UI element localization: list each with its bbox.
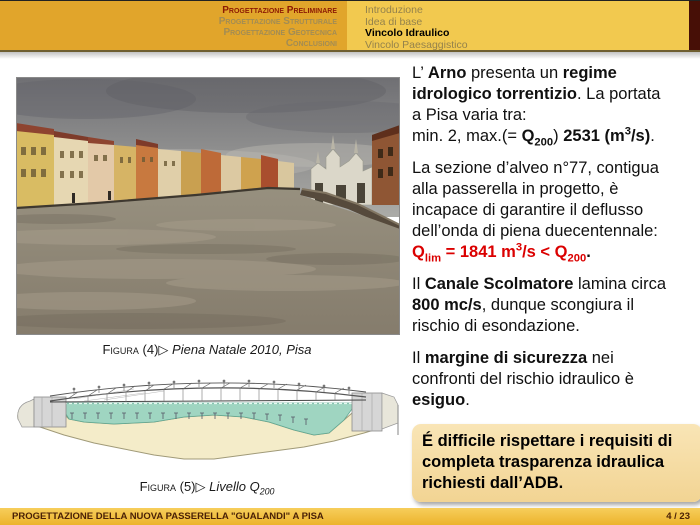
header-nav: Progettazione Preliminare Progettazione … (0, 1, 700, 50)
header-corner-block (689, 1, 700, 50)
footer-title: PROGETTAZIONE DELLA NUOVA PASSERELLA "GU… (12, 511, 324, 522)
alert-text: É difficile rispettare i requisiti di com… (422, 432, 673, 492)
margine-text: Il margine di sicurezza nei confronti del… (412, 349, 634, 409)
nav-section-progettazione-strutturale[interactable]: Progettazione Strutturale (218, 16, 337, 27)
nav-section-progettazione-preliminare[interactable]: Progettazione Preliminare (222, 5, 337, 16)
subsection-list: Introduzione Idea di base Vincolo Idraul… (347, 1, 689, 50)
figure5-caption: Figura (5)▷ Livello Q200 (139, 479, 275, 497)
scolmatore-text: Il Canale Scolmatore lamina circa 800 mc/… (412, 275, 667, 335)
nav-section-progettazione-geotecnica[interactable]: Progettazione Geotecnica (223, 27, 337, 38)
nav-subsection-introduzione[interactable]: Introduzione (365, 4, 423, 16)
arno-text: L’ Arno presenta un regime idrologico tor… (412, 64, 661, 124)
nav-subsection-idea-di-base[interactable]: Idea di base (365, 15, 423, 28)
header-shadow (0, 52, 700, 59)
nav-section-conclusioni[interactable]: Conclusioni (285, 38, 337, 49)
paragraph-margine-sicurezza: Il margine di sicurezza nei confronti del… (412, 348, 700, 411)
paragraph-canale-scolmatore: Il Canale Scolmatore lamina circa 800 mc/… (412, 274, 700, 337)
qlim-formula: Qlim = 1841 m3/s < Q200. (412, 241, 591, 265)
arno-flood-photo (16, 77, 400, 335)
figure4-caption: Figura (4)▷ Piena Natale 2010, Pisa (102, 342, 312, 357)
header-divider-line (0, 50, 700, 52)
footer-bar: PROGETTAZIONE DELLA NUOVA PASSERELLA "GU… (0, 508, 700, 525)
nav-subsection-vincolo-paesaggistico[interactable]: Vincolo Paesaggistico (365, 38, 468, 51)
bridge-section-diagram (17, 379, 399, 460)
sezione-text: La sezione d’alveo n°77, contigua alla pa… (412, 159, 659, 240)
nav-subsection-vincolo-idraulico[interactable]: Vincolo Idraulico (365, 27, 450, 39)
section-list: Progettazione Preliminare Progettazione … (0, 1, 347, 50)
body-text-column: L’ Arno presenta un regime idrologico tor… (412, 63, 700, 502)
page-number: 4 / 23 (666, 511, 690, 522)
portata-formula: min. 2, max.(= Q200) 2531 (m3/s). (412, 125, 655, 149)
paragraph-arno-regime: L’ Arno presenta un regime idrologico tor… (412, 63, 700, 149)
paragraph-sezione-alveo: La sezione d’alveo n°77, contigua alla pa… (412, 158, 700, 265)
alert-box: É difficile rispettare i requisiti di com… (412, 424, 700, 502)
